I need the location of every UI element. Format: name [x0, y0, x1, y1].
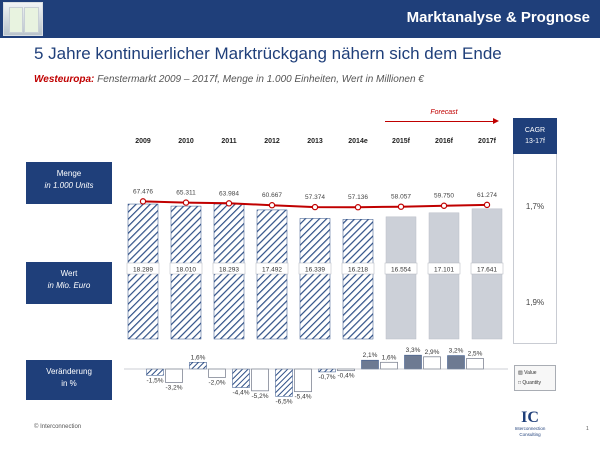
- quantity-label: 65.311: [176, 190, 196, 197]
- quantity-point: [398, 204, 403, 209]
- change-value-bar: [319, 369, 336, 372]
- quantity-point: [484, 202, 489, 207]
- change-quantity-bar: [295, 369, 312, 392]
- quantity-label: 67.476: [133, 188, 153, 195]
- change-value-bar: [276, 369, 293, 396]
- change-quantity-label: -0,4%: [338, 373, 355, 380]
- quantity-label: 61.274: [477, 192, 497, 199]
- page-number: 1: [586, 426, 589, 432]
- quantity-point: [355, 205, 360, 210]
- slide: Marktanalyse & Prognose 5 Jahre kontinui…: [0, 0, 600, 450]
- value-bar: [300, 218, 330, 339]
- company-logo: IC Interconnection Consulting: [508, 410, 552, 442]
- change-value-bar: [405, 355, 422, 369]
- year-label: 2014e: [348, 138, 368, 145]
- quantity-label: 57.374: [305, 194, 325, 201]
- change-quantity-bar: [467, 359, 484, 370]
- quantity-point: [183, 200, 188, 205]
- change-value-bar: [147, 369, 164, 375]
- year-label: 2013: [307, 138, 323, 145]
- change-value-label: 2,1%: [363, 352, 378, 359]
- value-label: 17.641: [477, 267, 497, 274]
- change-value-label: 3,3%: [406, 347, 421, 354]
- change-quantity-bar: [252, 369, 269, 391]
- logo-line2: Consulting: [508, 432, 552, 438]
- quantity-label: 57.136: [348, 194, 368, 201]
- value-bar: [343, 219, 373, 339]
- change-value-bar: [448, 356, 465, 369]
- quantity-point: [312, 204, 317, 209]
- change-value-bar: [362, 360, 379, 369]
- change-value-label: -0,7%: [319, 374, 336, 381]
- change-value-label: -1,5%: [147, 377, 164, 384]
- quantity-label: 58.057: [391, 194, 411, 201]
- change-quantity-bar: [209, 369, 226, 377]
- value-label: 18.289: [133, 267, 153, 274]
- year-label: 2010: [178, 138, 194, 145]
- change-quantity-label: -2,0%: [209, 379, 226, 386]
- year-label: 2011: [221, 138, 236, 145]
- value-bar: [429, 213, 459, 339]
- quantity-label: 63.984: [219, 190, 239, 197]
- value-label: 16.218: [348, 267, 368, 274]
- year-label: 2009: [135, 138, 151, 145]
- quantity-label: 59.750: [434, 193, 454, 200]
- copyright: © Interconnection: [34, 424, 81, 430]
- value-label: 17.101: [434, 267, 454, 274]
- value-bar: [386, 217, 416, 339]
- value-label: 16.554: [391, 267, 411, 274]
- change-quantity-label: 1,6%: [382, 354, 397, 361]
- change-value-bar: [190, 362, 207, 369]
- change-value-label: 1,6%: [191, 354, 206, 361]
- logo-mark: IC: [508, 410, 552, 426]
- value-label: 18.010: [176, 267, 196, 274]
- value-label: 16.339: [305, 267, 325, 274]
- change-value-label: -4,4%: [233, 389, 250, 396]
- year-label: 2016f: [435, 138, 454, 145]
- change-quantity-bar: [381, 362, 398, 369]
- change-value-bar: [233, 369, 250, 387]
- quantity-point: [269, 203, 274, 208]
- year-label: 2015f: [392, 138, 411, 145]
- change-value-label: 3,2%: [449, 348, 464, 355]
- quantity-point: [226, 201, 231, 206]
- market-chart: 2009 18.289 2010 18.010 2011 18.293 2012 17.492…: [0, 0, 600, 450]
- change-quantity-bar: [166, 369, 183, 382]
- change-quantity-label: -3,2%: [166, 384, 183, 391]
- change-quantity-label: -5,4%: [295, 394, 312, 401]
- value-label: 17.492: [262, 267, 282, 274]
- change-quantity-label: 2,5%: [468, 351, 483, 358]
- quantity-point: [441, 203, 446, 208]
- change-quantity-label: -5,2%: [252, 393, 269, 400]
- change-value-label: -6,5%: [276, 398, 293, 405]
- value-label: 18.293: [219, 267, 239, 274]
- quantity-label: 60.667: [262, 192, 282, 199]
- value-bar: [257, 210, 287, 339]
- year-label: 2017f: [478, 138, 497, 145]
- change-quantity-label: 2,9%: [425, 349, 440, 356]
- year-label: 2012: [264, 138, 280, 145]
- quantity-point: [140, 199, 145, 204]
- change-quantity-bar: [424, 357, 441, 369]
